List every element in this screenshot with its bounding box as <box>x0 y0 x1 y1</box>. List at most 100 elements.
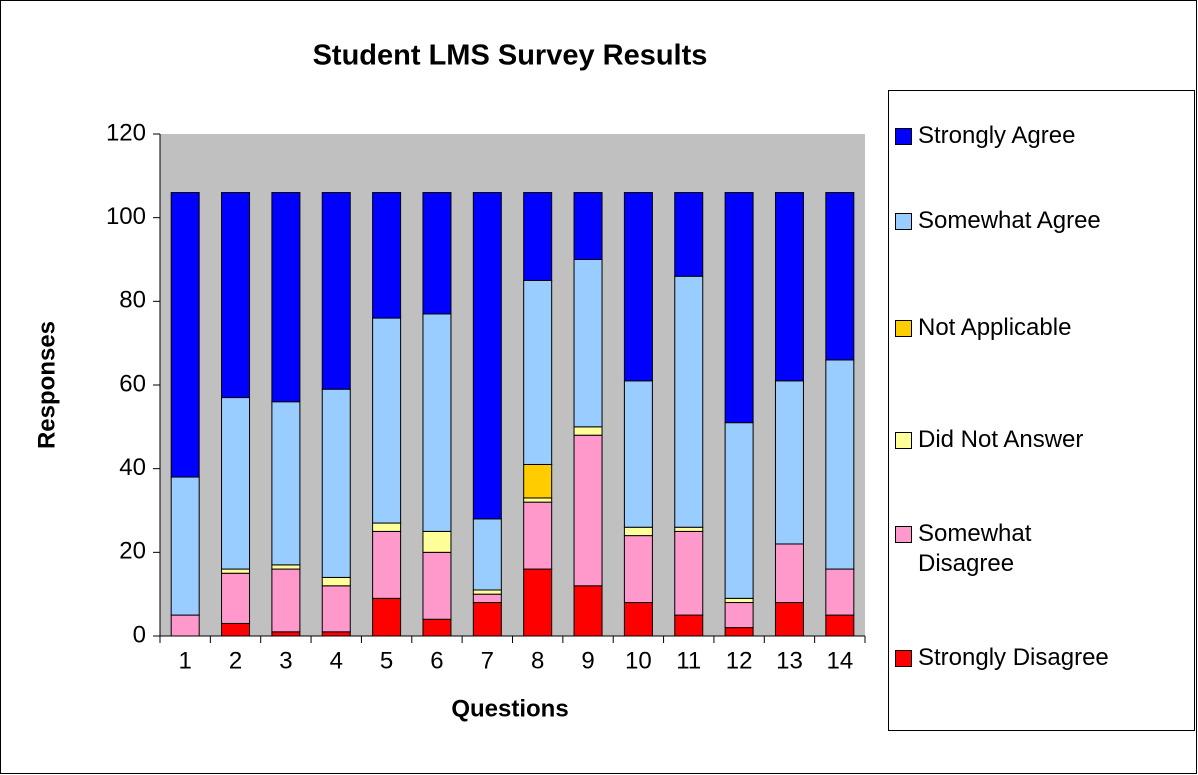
bar-segment <box>573 192 603 260</box>
bar-segment <box>724 422 754 599</box>
bar-segment <box>221 568 251 574</box>
bar-segment <box>774 602 804 637</box>
y-tick-label: 120 <box>106 119 146 146</box>
x-axis-label: Questions <box>451 695 568 722</box>
legend-item: Did Not Answer <box>895 425 1185 455</box>
bar-segment <box>321 631 351 637</box>
x-tick-label: 7 <box>481 647 494 674</box>
x-tick-label: 10 <box>625 647 652 674</box>
bar-segment <box>623 602 653 637</box>
bar-segment <box>724 627 754 637</box>
bar-segment <box>422 192 452 315</box>
x-tick-label: 2 <box>229 647 242 674</box>
y-tick-label: 40 <box>119 454 146 481</box>
x-tick-label: 11 <box>676 647 701 674</box>
legend-swatch <box>895 650 912 667</box>
y-tick-label: 0 <box>133 621 146 648</box>
legend-item: Strongly Disagree <box>895 643 1185 673</box>
bar-segment <box>623 535 653 604</box>
legend-item: Strongly Agree <box>895 121 1185 151</box>
legend-label: Somewhat Disagree <box>918 520 1032 577</box>
bar-segment <box>573 585 603 637</box>
bar-segment <box>372 597 402 637</box>
bar-segment <box>674 530 704 616</box>
bar-segment <box>472 593 502 604</box>
bar-segment <box>221 192 251 399</box>
bar-segment <box>271 564 301 570</box>
y-tick-label: 80 <box>119 287 146 314</box>
bar-segment <box>221 572 251 624</box>
legend-label: Did Not Answer <box>918 426 1084 453</box>
legend-item: Not Applicable <box>895 313 1185 343</box>
bar-segment <box>321 192 351 390</box>
bar-segment <box>573 259 603 428</box>
y-axis-label: Responses <box>33 321 60 449</box>
bar-segment <box>422 313 452 532</box>
bar-segment <box>774 192 804 382</box>
bar-segment <box>472 192 502 520</box>
bar-segment <box>170 192 200 478</box>
bar-segment <box>321 585 351 633</box>
legend-swatch <box>895 526 912 543</box>
bar-segment <box>271 568 301 633</box>
y-tick-label: 20 <box>119 538 146 565</box>
bar-segment <box>372 192 402 319</box>
legend-item: Somewhat Agree <box>895 206 1185 236</box>
x-tick-label: 3 <box>279 647 292 674</box>
bar-segment <box>623 192 653 382</box>
bar-segment <box>825 614 855 637</box>
bar-segment <box>472 602 502 637</box>
bar-segment <box>422 551 452 620</box>
bar-segment <box>774 380 804 545</box>
bar-segment <box>674 526 704 532</box>
bar-segment <box>372 530 402 599</box>
legend-label: Strongly Agree <box>918 122 1076 149</box>
x-tick-label: 9 <box>581 647 594 674</box>
bar-segment <box>372 317 402 524</box>
legend-swatch <box>895 320 912 337</box>
y-tick-label: 100 <box>106 203 146 230</box>
bar-segment <box>372 522 402 532</box>
bar-segment <box>221 622 251 637</box>
bar-segment <box>170 476 200 616</box>
legend-swatch <box>895 432 912 449</box>
bar-segment <box>724 597 754 604</box>
x-tick-label: 14 <box>826 647 853 674</box>
x-tick-label: 8 <box>531 647 544 674</box>
bar-segment <box>573 426 603 436</box>
x-tick-label: 1 <box>178 647 191 674</box>
bar-segment <box>271 631 301 637</box>
legend-label: Somewhat Agree <box>918 207 1101 234</box>
bar-segment <box>674 614 704 637</box>
bar-segment <box>623 380 653 528</box>
bar-segment <box>523 463 553 499</box>
bar-segment <box>825 192 855 361</box>
bar-segment <box>724 192 754 424</box>
bar-segment <box>472 589 502 595</box>
bar-segment <box>472 518 502 591</box>
bar-segment <box>422 618 452 637</box>
bar-segment <box>825 568 855 616</box>
bar-segment <box>523 568 553 637</box>
x-tick-label: 5 <box>380 647 393 674</box>
bar-segment <box>422 530 452 553</box>
bar-segment <box>271 401 301 566</box>
bar-segment <box>573 434 603 587</box>
legend-label: Strongly Disagree <box>918 644 1109 671</box>
bar-segment <box>523 497 553 503</box>
bar-segment <box>623 526 653 537</box>
x-tick-label: 13 <box>776 647 803 674</box>
bar-segment <box>271 192 301 403</box>
bar-segment <box>321 388 351 578</box>
legend-item: Somewhat Disagree <box>895 519 1185 579</box>
bar-segment <box>674 275 704 528</box>
legend-label: Not Applicable <box>918 314 1072 341</box>
plot-area <box>160 134 865 636</box>
bar-segment <box>523 279 553 465</box>
legend-swatch <box>895 213 912 230</box>
bar-segment <box>523 501 553 570</box>
bar-segment <box>774 543 804 604</box>
bar-segment <box>221 397 251 570</box>
x-tick-label: 12 <box>726 647 753 674</box>
